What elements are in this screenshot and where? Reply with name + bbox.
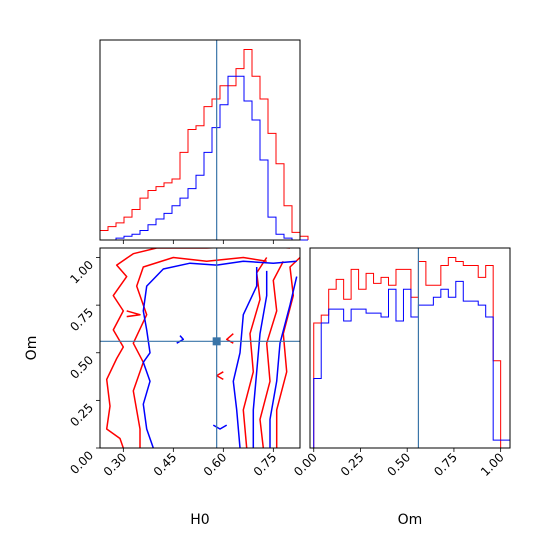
contour-red-2 (242, 257, 268, 448)
om-histogram-series-blue (313, 280, 511, 448)
contour-blue-0 (142, 260, 297, 448)
contour-red-7 (215, 371, 224, 381)
h0-histogram-series-red (99, 49, 309, 240)
contour-red-5 (126, 310, 141, 318)
joint-y-tick-label-0: 0.00 (67, 448, 96, 477)
joint-truth-marker (212, 337, 221, 346)
joint-contour-lines (105, 248, 300, 448)
om-x-tick-label-1: 0.25 (338, 450, 367, 479)
contour-red-0 (105, 248, 290, 448)
joint-x-tick-label-1: 0.45 (151, 450, 180, 479)
om-x-tick-label-0: 0.00 (291, 450, 320, 479)
om-histogram-series-red (313, 257, 510, 449)
om-x-tick-label-4: 1.00 (478, 450, 507, 479)
contour-red-3 (259, 260, 284, 448)
joint-contour-marks (100, 248, 300, 448)
om-histogram-ticks: 0.00 0.25 0.50 0.75 1.00 (291, 448, 507, 479)
om-histogram-panel: 0.00 0.25 0.50 0.75 1.00 Om (291, 247, 511, 528)
joint-x-tick-label-3: 0.75 (251, 450, 280, 479)
joint-x-tick-label-0: 0.30 (101, 450, 130, 479)
h0-histogram-panel (99, 39, 309, 244)
joint-x-tick-label-2: 0.60 (201, 450, 230, 479)
contour-red-1 (132, 256, 267, 448)
om-histogram-marks (313, 248, 511, 449)
h0-histogram-ticks (122, 240, 274, 244)
h0-histogram-series-blue (100, 75, 308, 241)
y-axis-label-om: Om (24, 336, 40, 361)
contour-blue-1 (232, 267, 258, 448)
x-axis-label-om: Om (398, 512, 423, 528)
joint-contour-panel: 0.30 0.45 0.60 0.750.000.250.500.751.00 H0 … (24, 247, 301, 528)
h0-histogram-frame (99, 39, 301, 241)
contour-red-4 (275, 256, 300, 448)
contour-blue-4 (212, 424, 228, 430)
contour-blue-5 (176, 335, 185, 344)
joint-y-tick-label-1: 0.25 (67, 401, 96, 430)
joint-y-tick-label-4: 1.00 (67, 258, 96, 287)
joint-y-tick-label-2: 0.50 (67, 353, 96, 382)
h0-histogram-marks (99, 40, 309, 241)
joint-contour-frame (99, 247, 301, 449)
joint-y-tick-label-3: 0.75 (67, 305, 96, 334)
contour-blue-2 (252, 270, 268, 448)
joint-contour-ticks: 0.30 0.45 0.60 0.75 0.00 0.25 0.50 0.75 1.00 (67, 257, 280, 479)
om-histogram-frame (309, 247, 511, 449)
om-x-tick-label-2: 0.50 (385, 450, 414, 479)
contour-blue-3 (269, 276, 298, 448)
om-x-tick-label-3: 0.75 (431, 450, 460, 479)
x-axis-label-h0: H0 (190, 512, 209, 528)
